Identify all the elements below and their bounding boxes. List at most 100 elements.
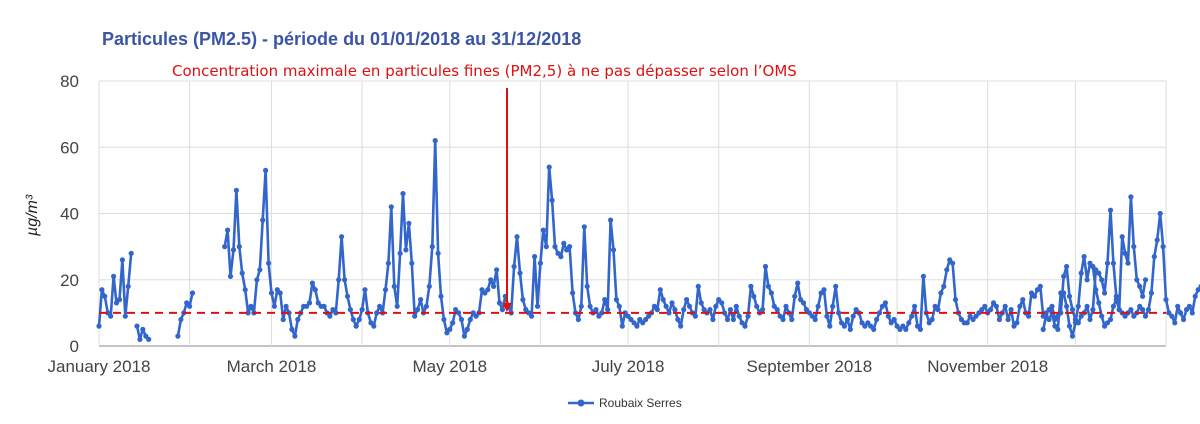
data-point[interactable] bbox=[891, 316, 897, 323]
data-point[interactable] bbox=[719, 300, 725, 306]
data-point[interactable] bbox=[494, 267, 500, 273]
data-point[interactable] bbox=[529, 313, 535, 319]
data-point[interactable] bbox=[534, 303, 541, 309]
data-point[interactable] bbox=[1084, 277, 1090, 283]
data-point[interactable] bbox=[1142, 277, 1149, 283]
data-point[interactable] bbox=[605, 307, 611, 313]
data-point[interactable] bbox=[768, 290, 775, 296]
data-point[interactable] bbox=[1043, 313, 1049, 319]
data-point[interactable] bbox=[686, 303, 693, 309]
data-point[interactable] bbox=[929, 316, 935, 323]
data-point[interactable] bbox=[111, 273, 117, 279]
data-point[interactable] bbox=[628, 316, 634, 323]
data-point[interactable] bbox=[616, 303, 622, 309]
data-point[interactable] bbox=[496, 300, 503, 306]
data-point[interactable] bbox=[342, 277, 348, 283]
data-point[interactable] bbox=[1061, 273, 1067, 279]
data-point[interactable] bbox=[1175, 303, 1181, 309]
data-point[interactable] bbox=[695, 283, 701, 289]
data-point[interactable] bbox=[812, 316, 818, 323]
data-point[interactable] bbox=[432, 138, 438, 144]
data-point[interactable] bbox=[245, 310, 251, 316]
data-point[interactable] bbox=[394, 303, 400, 309]
data-point[interactable] bbox=[575, 316, 582, 323]
data-point[interactable] bbox=[906, 320, 912, 326]
data-point[interactable] bbox=[388, 204, 394, 210]
data-point[interactable] bbox=[1017, 303, 1023, 309]
data-point[interactable] bbox=[1099, 277, 1105, 283]
data-point[interactable] bbox=[1075, 303, 1081, 309]
data-point[interactable] bbox=[988, 307, 994, 313]
data-point[interactable] bbox=[868, 323, 874, 329]
data-point[interactable] bbox=[996, 316, 1003, 323]
data-point[interactable] bbox=[748, 283, 754, 289]
data-point[interactable] bbox=[841, 323, 848, 329]
data-point[interactable] bbox=[920, 273, 927, 279]
data-point[interactable] bbox=[660, 297, 666, 303]
data-point[interactable] bbox=[113, 300, 120, 306]
data-point[interactable] bbox=[599, 310, 605, 316]
data-point[interactable] bbox=[239, 270, 245, 276]
data-point[interactable] bbox=[426, 283, 432, 289]
data-point[interactable] bbox=[321, 303, 327, 309]
data-point[interactable] bbox=[967, 313, 973, 319]
data-point[interactable] bbox=[1069, 307, 1076, 313]
data-point[interactable] bbox=[1180, 316, 1187, 323]
data-point[interactable] bbox=[102, 293, 108, 299]
data-point[interactable] bbox=[552, 244, 558, 250]
data-point[interactable] bbox=[385, 260, 391, 266]
data-point[interactable] bbox=[1084, 303, 1090, 309]
data-point[interactable] bbox=[1066, 323, 1073, 329]
data-point[interactable] bbox=[128, 250, 134, 256]
data-point[interactable] bbox=[909, 313, 915, 319]
data-point[interactable] bbox=[423, 303, 429, 309]
data-point[interactable] bbox=[581, 224, 587, 230]
data-point[interactable] bbox=[125, 283, 131, 289]
data-point[interactable] bbox=[499, 307, 505, 313]
data-point[interactable] bbox=[1087, 316, 1093, 323]
data-point[interactable] bbox=[119, 257, 125, 263]
data-point[interactable] bbox=[412, 313, 418, 319]
data-point[interactable] bbox=[1014, 320, 1020, 326]
data-point[interactable] bbox=[306, 300, 313, 306]
data-point[interactable] bbox=[289, 326, 295, 332]
data-point[interactable] bbox=[938, 290, 944, 296]
data-point[interactable] bbox=[1140, 307, 1146, 313]
data-point[interactable] bbox=[584, 283, 590, 289]
data-point[interactable] bbox=[871, 326, 877, 332]
data-point[interactable] bbox=[543, 244, 549, 250]
data-point[interactable] bbox=[356, 316, 362, 323]
data-point[interactable] bbox=[558, 254, 564, 260]
data-point[interactable] bbox=[1028, 290, 1035, 296]
data-point[interactable] bbox=[1142, 313, 1149, 319]
data-point[interactable] bbox=[669, 300, 675, 306]
data-point[interactable] bbox=[824, 313, 830, 319]
data-point[interactable] bbox=[511, 263, 517, 270]
data-point[interactable] bbox=[397, 250, 403, 256]
data-point[interactable] bbox=[672, 307, 678, 313]
data-point[interactable] bbox=[760, 307, 766, 313]
data-point[interactable] bbox=[1090, 307, 1096, 313]
data-point[interactable] bbox=[362, 287, 368, 293]
data-point[interactable] bbox=[917, 326, 924, 332]
data-point[interactable] bbox=[347, 307, 353, 313]
data-point[interactable] bbox=[116, 297, 123, 303]
data-point[interactable] bbox=[1151, 254, 1157, 260]
data-point[interactable] bbox=[260, 217, 266, 223]
data-point[interactable] bbox=[108, 313, 114, 319]
data-point[interactable] bbox=[792, 293, 798, 299]
data-point[interactable] bbox=[610, 247, 617, 253]
data-point[interactable] bbox=[950, 260, 956, 266]
data-point[interactable] bbox=[1110, 260, 1116, 266]
data-point[interactable] bbox=[263, 167, 269, 173]
data-point[interactable] bbox=[485, 287, 491, 293]
data-point[interactable] bbox=[1037, 283, 1043, 289]
data-point[interactable] bbox=[1134, 277, 1140, 283]
data-point[interactable] bbox=[1049, 303, 1055, 309]
data-point[interactable] bbox=[912, 303, 918, 309]
data-point[interactable] bbox=[774, 307, 780, 313]
data-point[interactable] bbox=[1148, 290, 1154, 296]
data-point[interactable] bbox=[359, 307, 365, 313]
data-point[interactable] bbox=[713, 303, 719, 309]
data-point[interactable] bbox=[730, 316, 737, 323]
